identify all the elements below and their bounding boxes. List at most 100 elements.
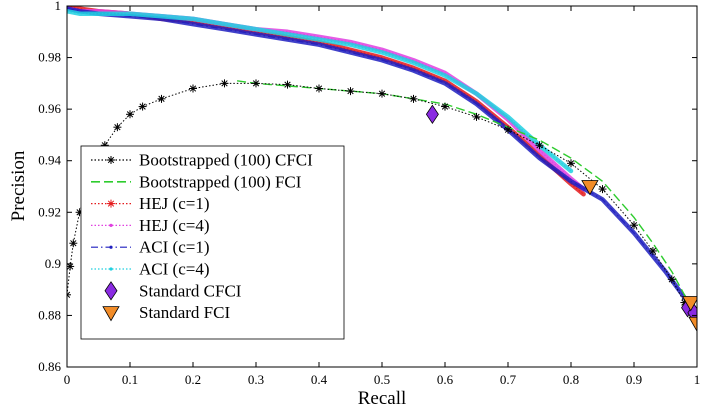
legend-entry: ACI (c=1) [91,238,209,257]
star-stroke [410,95,417,102]
y-tick-label: 1 [55,0,62,13]
y-tick-label: 0.94 [38,153,61,168]
legend-dot [109,245,113,249]
star-point [69,239,78,248]
x-tick-label: 0.5 [374,372,390,387]
legend-swatch [104,281,118,301]
star-stroke [536,142,543,149]
legend-label: HEJ (c=4) [139,216,209,235]
x-tick-label: 1 [694,372,701,387]
star-stroke [315,85,323,92]
star-stroke [252,80,260,87]
axis-layer: 0 0.1 0.2 0.3 0.4 0.5 0.6 0.7 0.8 0.9 1 0.86 0.88 0.9… [38,0,700,387]
legend-entry: Bootstrapped (100) FCI [91,172,302,191]
series-5 [67,8,574,174]
y-tick-label: 0.96 [38,101,61,116]
x-tick-label: 0.8 [563,372,579,387]
star-stroke [347,87,354,95]
star-point [409,94,418,103]
legend-entry: HEJ (c=1) [91,194,209,213]
series-4 [67,6,697,316]
star-point [346,87,355,96]
star-stroke [599,185,606,193]
star-stroke [441,103,449,110]
star-point [567,159,575,168]
star-stroke [630,222,638,229]
series-7 [581,180,697,332]
legend-swatch [102,306,120,322]
x-axis-label: Recall [358,388,407,409]
legend-dot [109,223,113,227]
star-stroke [567,160,575,167]
x-tick-label: 0.7 [500,372,517,387]
star-point [189,84,197,93]
star-stroke [473,113,480,121]
star-stroke [649,247,657,255]
star-point [441,102,449,111]
star-stroke [221,80,228,87]
legend-entry: Standard FCI [102,303,230,322]
x-tick-label: 0.6 [437,372,454,387]
legend-entry: Bootstrapped (100) CFCI [91,151,313,170]
diamond-point [425,104,439,125]
x-tick-label: 0.4 [311,372,328,387]
star-point [504,125,512,134]
legend-star [107,199,115,208]
legend-label: HEJ (c=1) [139,194,209,213]
legend-dot [109,267,113,271]
star-stroke [504,126,512,133]
star-point [67,290,71,299]
star-stroke [668,276,675,283]
star-stroke [378,90,386,97]
star-point [630,221,638,230]
star-stroke [67,263,74,270]
star-point [157,94,166,103]
star-stroke [107,156,115,164]
star-stroke [284,81,291,88]
star-stroke [67,294,71,298]
star-stroke [158,95,165,102]
legend-label: Standard FCI [139,303,230,322]
star-point [113,123,122,132]
triangle-point [688,316,697,332]
y-tick-label: 0.98 [38,50,61,65]
star-stroke [67,291,71,296]
legend-label: ACI (c=1) [139,238,209,257]
star-point [315,84,323,93]
legend-label: Bootstrapped (100) CFCI [139,151,313,170]
series-line [237,80,697,316]
star-point [535,141,544,150]
x-tick-label: 0 [64,372,71,387]
star-stroke [139,103,146,110]
star-point [378,89,386,98]
x-tick-label: 0.3 [248,372,264,387]
star-point [283,80,292,89]
legend-entry: ACI (c=4) [91,260,209,279]
x-tick-label: 0.9 [626,372,642,387]
legend-entry: HEJ (c=4) [91,216,209,235]
legend-label: ACI (c=4) [139,260,209,279]
star-point [472,112,481,121]
y-tick-label: 0.9 [45,256,61,271]
star-point [138,102,147,111]
star-point [126,110,134,119]
x-tick-label: 0.1 [122,372,138,387]
star-point [220,79,229,88]
star-point [648,246,657,255]
series-line [67,8,697,314]
series-6 [425,104,697,323]
y-tick-label: 0.88 [38,307,61,322]
legend-label: Bootstrapped (100) FCI [139,172,302,191]
star-stroke [114,124,121,131]
legend-star [107,156,115,164]
legend-box [80,145,345,340]
legend: Bootstrapped (100) CFCI Bootstrapped (100… [80,145,345,340]
x-tick-label: 0.2 [185,372,201,387]
series-1 [237,80,697,316]
legend-label: Standard CFCI [139,281,242,300]
star-stroke [107,200,115,207]
star-stroke [189,85,197,92]
star-point [667,275,676,284]
y-tick-label: 0.92 [38,204,61,219]
